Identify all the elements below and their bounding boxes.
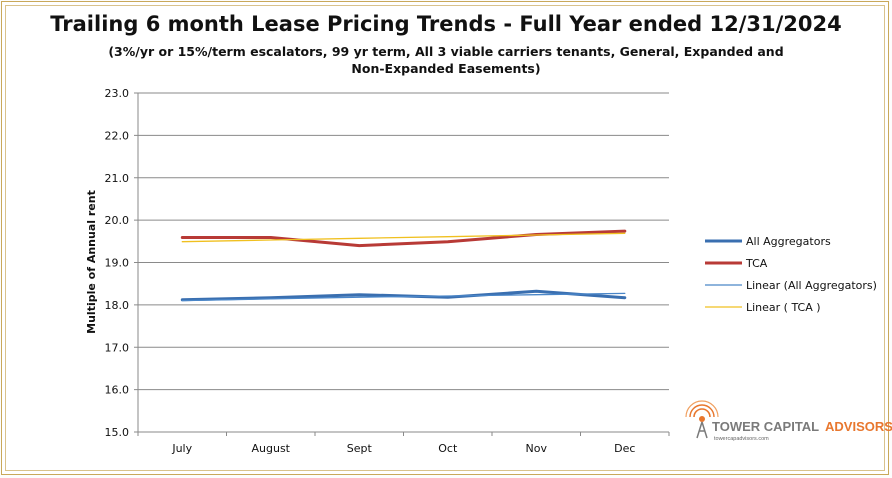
logo-text-tower-capital: TOWER CAPITAL [712, 419, 819, 434]
gridlines [134, 92, 669, 433]
y-tick-label: 15.0 [105, 426, 130, 439]
y-tick-label: 20.0 [105, 214, 130, 227]
x-tick-label: August [252, 442, 291, 455]
y-axis-label: Multiple of Annual rent [85, 190, 98, 334]
y-tick-label: 16.0 [105, 384, 130, 397]
x-tick-label: Oct [438, 442, 458, 455]
legend-label: Linear ( TCA ) [746, 301, 821, 314]
chart-frame-inner [5, 5, 885, 471]
tower-antenna-icon [685, 400, 719, 439]
y-tick-labels: 15.0 16.0 17.0 18.0 19.0 20.0 21.0 22.0 23.0 [105, 87, 130, 439]
x-tick-label: Nov [526, 442, 548, 455]
axes [137, 93, 670, 436]
series-line-3 [181, 232, 626, 243]
chart-title: Trailing 6 month Lease Pricing Trends - … [50, 12, 842, 36]
x-tick-labels: July August Sept Oct Nov Dec [171, 442, 635, 455]
legend-label: TCA [745, 257, 768, 270]
series-lines [180, 229, 627, 302]
y-tick-label: 19.0 [105, 257, 130, 270]
x-tick-label: Dec [614, 442, 635, 455]
x-tick-label: July [171, 442, 192, 455]
y-tick-label: 23.0 [105, 87, 130, 100]
legend: All Aggregators TCA Linear (All Aggregator… [705, 235, 877, 314]
x-tick-label: Sept [347, 442, 373, 455]
series-line-0 [180, 289, 627, 302]
series-line-1 [180, 229, 627, 248]
y-tick-label: 21.0 [105, 172, 130, 185]
logo-url: towercapadvisors.com [714, 436, 769, 442]
tower-capital-advisors-logo: TOWER CAPITAL ADVISORS towercapadvisors.… [685, 400, 892, 442]
y-tick-label: 18.0 [105, 299, 130, 312]
svg-text:TOWER CAPITAL ADVISORS: TOWER CAPITAL ADVISORS [712, 419, 892, 434]
series-line-2 [181, 292, 626, 302]
legend-label: Linear (All Aggregators) [746, 279, 877, 292]
chart-subtitle: (3%/yr or 15%/term escalators, 99 yr ter… [108, 44, 784, 76]
y-tick-label: 17.0 [105, 341, 130, 354]
legend-label: All Aggregators [746, 235, 831, 248]
logo-text-advisors: ADVISORS [825, 419, 892, 434]
y-tick-label: 22.0 [105, 129, 130, 142]
